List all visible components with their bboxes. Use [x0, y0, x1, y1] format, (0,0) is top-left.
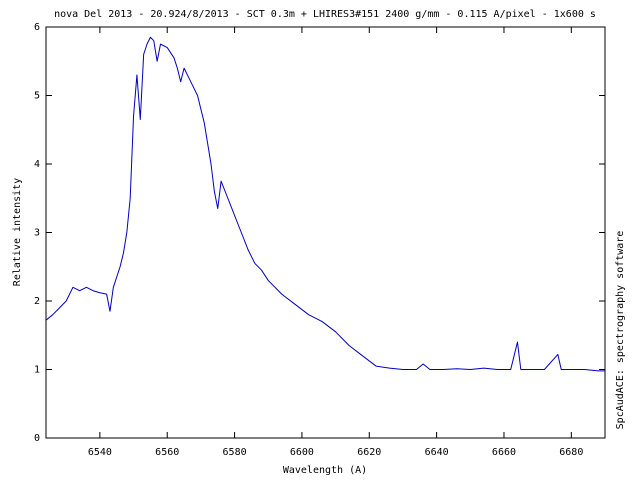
x-tick-label: 6620 [357, 447, 381, 458]
x-axis-label: Wavelength (A) [283, 465, 367, 476]
y-tick-label: 2 [34, 296, 40, 307]
x-tick-label: 6640 [425, 447, 449, 458]
y-tick-label: 4 [34, 159, 40, 170]
x-tick-label: 6660 [492, 447, 516, 458]
x-tick-label: 6580 [223, 447, 247, 458]
y-tick-label: 0 [34, 433, 40, 444]
y-tick-label: 5 [34, 91, 40, 102]
chart-title: nova Del 2013 - 20.924/8/2013 - SCT 0.3m… [54, 9, 596, 20]
spectrum-line [45, 36, 605, 372]
x-tick-label: 6560 [155, 447, 179, 458]
y-tick-label: 6 [34, 22, 40, 33]
plot-frame [45, 26, 606, 439]
x-tick-label: 6600 [290, 447, 314, 458]
x-tick-label: 6680 [559, 447, 583, 458]
y-axis-label: Relative intensity [12, 178, 23, 286]
y-tick-label: 1 [34, 365, 40, 376]
x-tick-label: 6540 [88, 447, 112, 458]
y-tick-label: 3 [34, 228, 40, 239]
software-note: SpcAudACE: spectrography software [615, 231, 626, 430]
